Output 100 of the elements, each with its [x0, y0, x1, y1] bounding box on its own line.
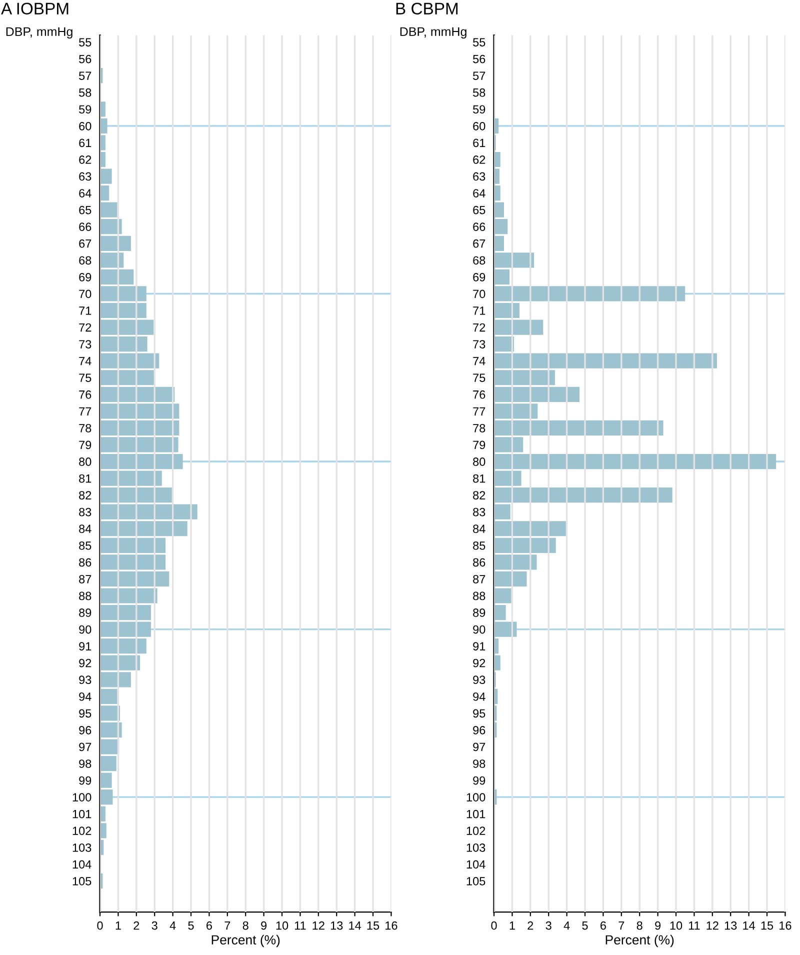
y-tick-label: 56 [79, 54, 92, 64]
y-tick-label: 73 [79, 340, 92, 348]
y-tick-label: 78 [473, 424, 486, 432]
y-tick-label: 64 [473, 189, 486, 198]
y-tick-label: 91 [473, 642, 486, 650]
y-tick-label: 69 [473, 272, 486, 282]
x-tick-label: 6 [206, 921, 212, 930]
x-tick-label: 14 [743, 921, 756, 930]
x-tick-label: 9 [261, 921, 267, 930]
y-tick-label: 82 [473, 491, 486, 500]
y-tick-label: 55 [79, 38, 92, 46]
y-tick-label: 62 [79, 156, 92, 164]
y-axis-title: DBP, mmHg [6, 27, 72, 39]
y-tick-label: 96 [79, 726, 92, 734]
y-tick-label: 73 [473, 340, 486, 348]
y-tick-label: 97 [79, 742, 92, 752]
y-tick-label: 75 [79, 374, 92, 382]
y-tick-label: 69 [79, 272, 92, 282]
y-tick-label: 61 [473, 138, 486, 148]
y-tick-label: 77 [79, 407, 92, 416]
y-tick-label: 61 [79, 138, 92, 148]
y-tick-label: 86 [473, 558, 486, 567]
x-tick-label: 9 [655, 921, 661, 930]
x-tick-label: 16 [386, 921, 398, 930]
y-tick-label: 76 [473, 390, 486, 399]
x-tick-label: 3 [152, 921, 158, 930]
x-tick-label: 13 [724, 921, 737, 930]
y-tick-label: 74 [473, 357, 486, 366]
y-tick-label: 71 [473, 306, 486, 315]
y-tick-label: 81 [79, 474, 92, 483]
y-tick-label: 94 [473, 692, 486, 701]
y-tick-label: 68 [79, 256, 92, 265]
x-tick-label: 2 [134, 921, 140, 930]
x-tick-label: 16 [780, 921, 792, 930]
x-tick-label: 11 [688, 921, 700, 930]
x-tick-label: 6 [600, 921, 606, 930]
y-tick-label: 66 [473, 222, 486, 232]
y-tick-label: 82 [79, 491, 92, 500]
y-tick-label: 98 [473, 760, 486, 768]
y-tick-label: 100 [72, 793, 92, 802]
y-tick-label: 87 [79, 575, 92, 584]
y-tick-label: 66 [79, 222, 92, 232]
y-tick-label: 87 [473, 575, 486, 584]
y-tick-label: 71 [79, 306, 92, 315]
y-tick-label: 80 [79, 458, 92, 466]
y-tick-label: 90 [79, 625, 92, 634]
y-tick-label: 76 [79, 390, 92, 399]
y-tick-label: 57 [473, 72, 486, 80]
x-tick-label: 4 [170, 921, 176, 930]
y-tick-label: 94 [79, 692, 92, 701]
y-tick-label: 72 [473, 323, 486, 332]
y-tick-label: 58 [473, 88, 486, 97]
x-tick-label: 1 [116, 921, 121, 930]
x-tick-label: 8 [242, 921, 248, 930]
y-tick-label: 63 [473, 172, 486, 181]
x-tick-label: 1 [510, 921, 515, 930]
y-tick-label: 70 [473, 290, 486, 298]
y-tick-label: 74 [79, 357, 92, 366]
x-tick-label: 5 [188, 921, 194, 930]
y-tick-label: 103 [466, 843, 486, 852]
y-tick-label: 99 [473, 776, 486, 785]
y-tick-label: 91 [79, 642, 92, 650]
x-tick-label: 0 [491, 921, 497, 930]
y-tick-label: 70 [79, 290, 92, 298]
y-tick-label: 98 [79, 760, 92, 768]
y-tick-label: 83 [473, 508, 486, 516]
x-tick-label: 4 [564, 921, 570, 930]
x-tick-label: 11 [294, 921, 306, 930]
y-tick-label: 65 [79, 206, 92, 214]
y-tick-label: 84 [79, 524, 92, 534]
x-axis-title: Percent (%) [606, 934, 674, 948]
y-tick-label: 100 [466, 793, 486, 802]
y-tick-label: 95 [79, 709, 92, 718]
y-tick-label: 77 [473, 407, 486, 416]
y-tick-label: 102 [72, 826, 92, 836]
y-tick-label: 62 [473, 156, 486, 164]
y-tick-label: 93 [79, 676, 92, 684]
y-tick-label: 101 [466, 810, 486, 818]
y-tick-label: 104 [466, 860, 486, 869]
y-tick-label: 60 [79, 122, 92, 130]
x-tick-label: 15 [761, 921, 774, 930]
y-tick-label: 59 [473, 105, 486, 114]
y-tick-label: 93 [473, 676, 486, 684]
y-tick-label: 97 [473, 742, 486, 752]
y-tick-label: 88 [473, 592, 486, 600]
y-tick-label: 90 [473, 625, 486, 634]
x-tick-label: 12 [706, 921, 718, 930]
y-tick-label: 79 [473, 440, 486, 450]
y-tick-label: 78 [79, 424, 92, 432]
x-tick-label: 0 [97, 921, 103, 930]
x-tick-label: 12 [312, 921, 324, 930]
chart-title: A IOBPM [1, 2, 68, 15]
x-tick-label: 15 [367, 921, 380, 930]
y-tick-label: 85 [473, 541, 486, 550]
y-tick-label: 75 [473, 374, 486, 382]
y-tick-label: 67 [473, 239, 486, 248]
y-tick-label: 60 [473, 122, 486, 130]
y-tick-label: 63 [79, 172, 92, 181]
x-tick-label: 8 [636, 921, 642, 930]
y-tick-label: 89 [79, 608, 92, 617]
